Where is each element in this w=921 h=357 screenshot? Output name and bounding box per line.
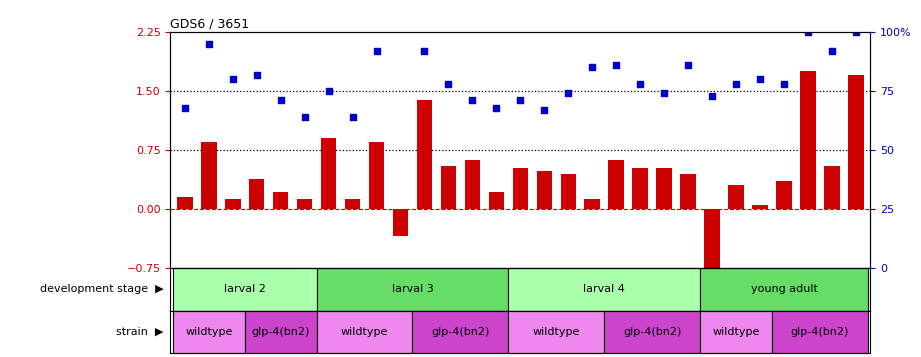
Bar <box>824 166 840 209</box>
Bar <box>413 311 508 353</box>
Bar <box>729 185 744 209</box>
Bar <box>700 268 868 311</box>
Point <box>345 114 360 120</box>
Bar <box>173 311 245 353</box>
Bar <box>249 179 264 209</box>
Text: glp-4(bn2): glp-4(bn2) <box>791 327 849 337</box>
Point <box>274 97 288 103</box>
Point <box>178 105 192 110</box>
Point <box>537 107 552 113</box>
Bar <box>609 160 624 209</box>
Point <box>393 270 408 275</box>
Point <box>633 81 647 87</box>
Bar <box>681 174 696 209</box>
Bar <box>585 200 600 209</box>
Text: larval 4: larval 4 <box>583 284 625 294</box>
Bar <box>173 268 317 311</box>
Bar <box>368 142 384 209</box>
Bar <box>772 311 868 353</box>
Text: wildtype: wildtype <box>341 327 389 337</box>
Point <box>250 72 264 77</box>
Point <box>297 114 312 120</box>
Text: strain  ▶: strain ▶ <box>116 327 163 337</box>
Bar <box>537 171 552 209</box>
Point <box>441 81 456 87</box>
Point <box>513 97 528 103</box>
Point <box>657 91 671 96</box>
Bar <box>344 200 360 209</box>
Bar <box>440 166 456 209</box>
Point <box>776 81 791 87</box>
Bar <box>700 311 772 353</box>
Bar <box>848 75 864 209</box>
Point <box>226 76 240 82</box>
Point <box>729 81 743 87</box>
Bar <box>752 205 768 209</box>
Bar <box>657 168 672 209</box>
Text: glp-4(bn2): glp-4(bn2) <box>623 327 682 337</box>
Point <box>561 91 576 96</box>
Text: young adult: young adult <box>751 284 818 294</box>
Bar <box>705 209 720 276</box>
Bar <box>513 168 528 209</box>
Bar <box>416 100 432 209</box>
Text: wildtype: wildtype <box>713 327 760 337</box>
Bar <box>225 200 240 209</box>
Text: larval 2: larval 2 <box>224 284 265 294</box>
Bar <box>317 268 508 311</box>
Bar <box>633 168 648 209</box>
Point <box>800 29 815 35</box>
Bar <box>297 200 312 209</box>
Point <box>321 88 336 94</box>
Bar <box>776 181 792 209</box>
Point <box>824 48 839 54</box>
Point <box>202 41 216 47</box>
Point <box>752 76 767 82</box>
Point <box>705 93 719 99</box>
Point <box>585 65 600 70</box>
Bar <box>561 174 577 209</box>
Point <box>489 105 504 110</box>
Bar <box>800 71 816 209</box>
Bar <box>177 197 192 209</box>
Bar <box>392 209 408 236</box>
Bar <box>464 160 480 209</box>
Point <box>369 48 384 54</box>
Bar <box>321 138 336 209</box>
Bar <box>245 311 317 353</box>
Bar <box>201 142 216 209</box>
Bar <box>489 192 504 209</box>
Text: GDS6 / 3651: GDS6 / 3651 <box>170 18 250 31</box>
Point <box>848 29 863 35</box>
Text: glp-4(bn2): glp-4(bn2) <box>431 327 490 337</box>
Bar <box>508 311 604 353</box>
Text: wildtype: wildtype <box>185 327 232 337</box>
Point <box>465 97 480 103</box>
Point <box>417 48 432 54</box>
Point <box>609 62 624 68</box>
Text: larval 3: larval 3 <box>391 284 434 294</box>
Bar <box>604 311 700 353</box>
Point <box>681 62 695 68</box>
Text: development stage  ▶: development stage ▶ <box>40 284 163 294</box>
Text: glp-4(bn2): glp-4(bn2) <box>251 327 309 337</box>
Bar <box>508 268 700 311</box>
Bar <box>273 192 288 209</box>
Bar <box>317 311 413 353</box>
Text: wildtype: wildtype <box>532 327 580 337</box>
